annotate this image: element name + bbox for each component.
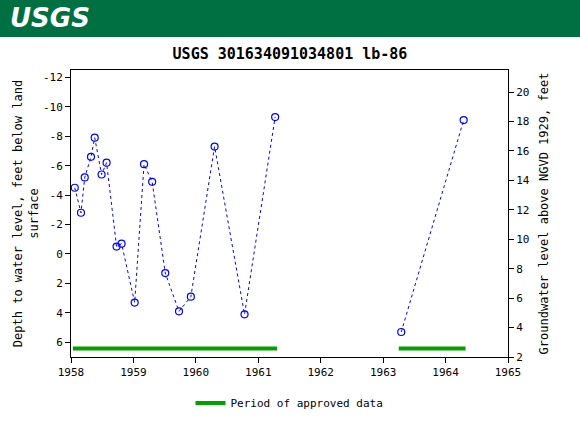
- svg-text:6: 6: [56, 336, 63, 349]
- svg-text:1959: 1959: [120, 366, 147, 379]
- svg-text:2: 2: [516, 351, 523, 364]
- svg-text:12: 12: [516, 204, 529, 217]
- svg-text:-10: -10: [43, 101, 63, 114]
- svg-text:1958: 1958: [58, 366, 85, 379]
- svg-text:-8: -8: [50, 130, 63, 143]
- svg-text:8: 8: [516, 263, 523, 276]
- svg-text:1965: 1965: [495, 366, 522, 379]
- svg-text:-6: -6: [50, 160, 63, 173]
- svg-text:USGS 301634091034801 lb-86: USGS 301634091034801 lb-86: [173, 45, 408, 63]
- html-text:USGS: USGS: [10, 3, 90, 33]
- svg-text:10: 10: [516, 233, 529, 246]
- svg-text:0: 0: [56, 248, 63, 261]
- svg-text:4: 4: [56, 307, 63, 320]
- svg-text:Depth to water level, feet bel: Depth to water level, feet below landsur…: [11, 80, 41, 347]
- svg-text:14: 14: [516, 174, 530, 187]
- svg-text:6: 6: [516, 292, 523, 305]
- svg-text:1963: 1963: [370, 366, 397, 379]
- svg-text:4: 4: [516, 321, 523, 334]
- svg-text:-12: -12: [43, 71, 63, 84]
- svg-text:18: 18: [516, 115, 529, 128]
- svg-text:-2: -2: [50, 218, 63, 231]
- svg-text:Period of approved data: Period of approved data: [231, 397, 383, 410]
- svg-text:2: 2: [56, 277, 63, 290]
- svg-text:1961: 1961: [245, 366, 272, 379]
- svg-text:1960: 1960: [183, 366, 210, 379]
- svg-text:1962: 1962: [307, 366, 334, 379]
- svg-text:1964: 1964: [432, 366, 459, 379]
- svg-text:20: 20: [516, 86, 529, 99]
- svg-text:-4: -4: [50, 189, 64, 202]
- svg-text:16: 16: [516, 145, 529, 158]
- svg-text:Groundwater level above NGVD 1: Groundwater level above NGVD 1929, feet: [537, 73, 551, 355]
